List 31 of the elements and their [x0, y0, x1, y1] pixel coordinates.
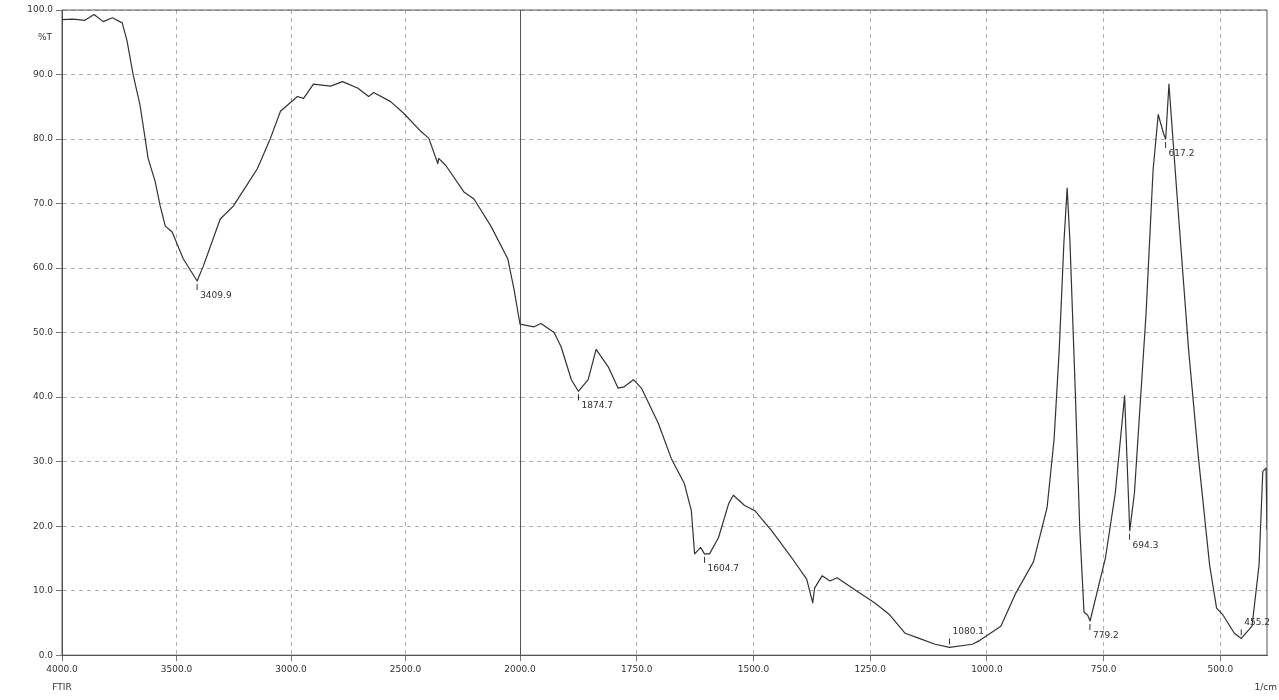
annotation: 1604.7 — [707, 562, 740, 573]
x-tick-label: 1750.0 — [620, 663, 653, 674]
x-tick-label: 750.0 — [1090, 663, 1117, 674]
y-tick-label: 70.0 — [32, 197, 54, 208]
y-tick-label: 0.0 — [38, 649, 54, 660]
annotation: 3409.9 — [200, 289, 232, 300]
y-tick-label: 100.0 — [27, 4, 54, 15]
x-axis-title: 1/cm — [1254, 682, 1277, 693]
annotation: 1874.7 — [581, 400, 613, 411]
text: FTIR — [52, 682, 72, 693]
y-tick-label: 90.0 — [32, 68, 54, 79]
y-tick-label: 40.0 — [32, 391, 54, 402]
x-tick-label: 1000.0 — [971, 663, 1003, 674]
annotation: 694.3 — [1132, 539, 1159, 550]
x-tick-label: 1250.0 — [854, 663, 887, 674]
y-axis-title: %T — [37, 32, 53, 43]
annotation: 1080.1 — [952, 626, 984, 637]
y-tick-label: 30.0 — [32, 455, 54, 466]
x-tick-label: 4000.0 — [46, 663, 79, 674]
x-tick-label: 3000.0 — [275, 663, 308, 674]
y-tick-label: 10.0 — [32, 585, 54, 596]
y-tick-label: 60.0 — [32, 262, 54, 273]
y-tick-label: 50.0 — [32, 326, 54, 337]
y-tick-label: 20.0 — [32, 520, 54, 531]
x-tick-label: 2000.0 — [504, 663, 537, 674]
x-tick-label: 2500.0 — [389, 663, 422, 674]
y-tick-label: 80.0 — [32, 133, 54, 144]
x-tick-label: 500.0 — [1207, 663, 1234, 674]
x-tick-label: 3500.0 — [160, 663, 193, 674]
x-tick-label: 1500.0 — [737, 663, 770, 674]
annotation: 779.2 — [1092, 629, 1119, 640]
